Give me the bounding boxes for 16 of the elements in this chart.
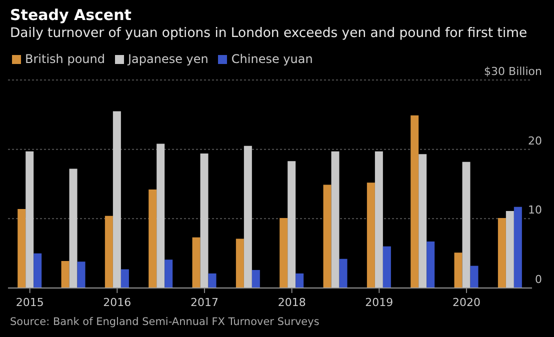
- x-tick-label: 2020: [452, 296, 480, 309]
- y-tick-label: 0: [535, 273, 542, 286]
- legend-label: Japanese yen: [128, 52, 208, 66]
- x-tick-label: 2019: [365, 296, 394, 309]
- x-tick-label: 2016: [103, 296, 132, 309]
- chart-title: Steady Ascent: [10, 6, 132, 24]
- y-tick-label: $30 Billion: [484, 65, 542, 78]
- legend-label: British pound: [25, 52, 105, 66]
- x-tick-label: 2015: [16, 296, 44, 309]
- y-tick-label: 20: [528, 134, 542, 148]
- x-tick-label: 2017: [190, 296, 218, 309]
- chart-subtitle: Daily turnover of yuan options in London exceeds yen and pound for first time: [10, 26, 528, 41]
- legend-label: Chinese yuan: [231, 52, 313, 66]
- x-tick-label: 2018: [278, 296, 306, 309]
- y-tick-label: 10: [528, 204, 542, 217]
- source-note: Source: Bank of England Semi-Annual FX Turnover Surveys: [10, 316, 320, 328]
